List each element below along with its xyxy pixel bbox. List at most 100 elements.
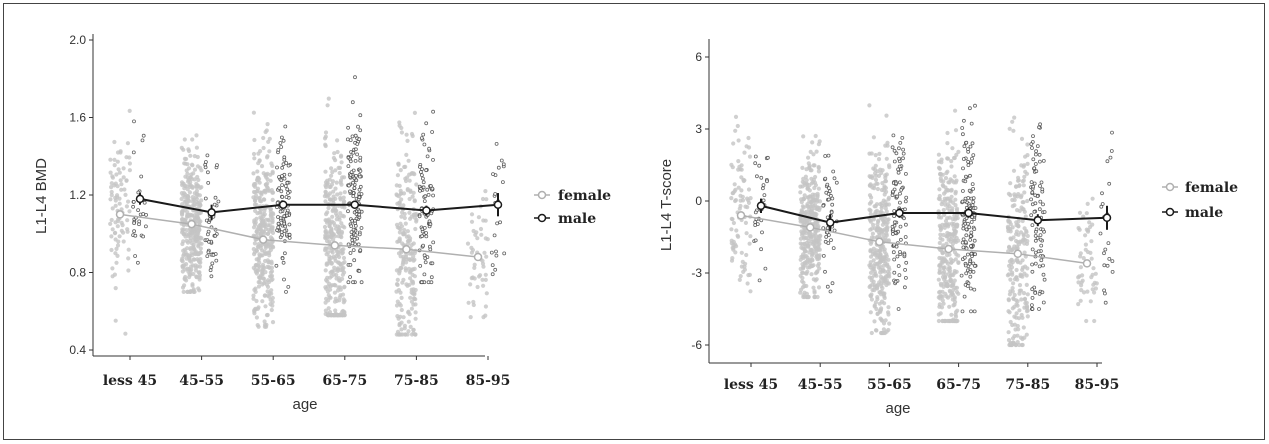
bmd-data-point-female xyxy=(330,250,335,255)
bmd-data-point-female xyxy=(254,216,259,221)
tscore-data-point-male xyxy=(963,263,968,268)
bmd-data-point-female xyxy=(412,274,417,279)
tscore-y-tick-label: -6 xyxy=(691,338,702,352)
bmd-data-point-male xyxy=(358,169,363,173)
bmd-data-point-female xyxy=(399,214,404,219)
bmd-data-point-male xyxy=(349,234,354,239)
tscore-data-point-female xyxy=(940,183,945,188)
tscore-data-point-female xyxy=(811,239,816,244)
bmd-data-point-male xyxy=(287,222,292,227)
tscore-data-point-female xyxy=(885,227,890,233)
tscore-data-point-female xyxy=(810,197,815,202)
tscore-data-point-female xyxy=(808,204,813,209)
bmd-data-point-female xyxy=(469,219,475,224)
bmd-data-point-male xyxy=(353,147,358,152)
bmd-data-point-male xyxy=(282,155,287,160)
bmd-data-point-male xyxy=(140,138,145,143)
bmd-data-point-female xyxy=(182,161,187,166)
tscore-data-point-male xyxy=(1110,130,1114,135)
bmd-data-point-female xyxy=(328,284,333,289)
bmd-data-point-female xyxy=(110,206,115,211)
bmd-data-point-female xyxy=(396,332,401,337)
tscore-data-point-male xyxy=(1106,241,1111,246)
tscore-data-point-male xyxy=(755,174,759,179)
tscore-data-point-female xyxy=(871,258,876,263)
bmd-data-point-female xyxy=(199,241,204,246)
tscore-data-point-female xyxy=(874,248,879,253)
tscore-data-point-female xyxy=(812,289,817,294)
tscore-data-point-female xyxy=(1076,280,1081,285)
bmd-data-point-female xyxy=(469,245,474,250)
bmd-data-point-female xyxy=(117,201,122,206)
tscore-data-point-female xyxy=(882,249,887,254)
bmd-data-point-female xyxy=(332,290,337,295)
bmd-data-point-female xyxy=(188,246,193,251)
bmd-data-point-female xyxy=(263,129,268,135)
bmd-data-point-male xyxy=(133,233,138,238)
bmd-data-point-female xyxy=(251,171,256,176)
bmd-data-point-female xyxy=(342,199,347,204)
tscore-data-point-male xyxy=(896,170,901,175)
tscore-data-point-male xyxy=(830,202,835,207)
bmd-data-point-female xyxy=(117,196,122,201)
tscore-data-point-female xyxy=(947,304,952,309)
bmd-data-point-male xyxy=(282,251,287,256)
tscore-data-point-male xyxy=(1041,202,1045,207)
tscore-data-point-female xyxy=(868,248,873,253)
bmd-data-point-female xyxy=(333,308,338,313)
bmd-data-point-female xyxy=(339,160,344,165)
bmd-data-point-male xyxy=(347,183,351,188)
bmd-data-point-male xyxy=(425,187,430,192)
bmd-data-point-male xyxy=(205,170,210,175)
bmd-data-point-female xyxy=(404,132,409,137)
bmd-data-point-female xyxy=(332,313,337,318)
bmd-data-point-female xyxy=(270,303,275,308)
bmd-mean-marker-male xyxy=(207,208,216,217)
tscore-data-point-male xyxy=(961,245,966,250)
bmd-data-point-female xyxy=(190,137,195,142)
bmd-data-point-female xyxy=(266,250,271,255)
bmd-data-point-female xyxy=(188,175,193,180)
bmd-data-point-female xyxy=(395,277,400,282)
tscore-data-point-female xyxy=(816,255,822,260)
tscore-y-tick-label: 3 xyxy=(695,122,702,136)
tscore-data-point-male xyxy=(821,253,826,258)
bmd-data-point-male xyxy=(356,124,360,129)
bmd-data-point-female xyxy=(256,151,261,156)
tscore-data-point-male xyxy=(1107,181,1112,186)
tscore-data-point-female xyxy=(1079,283,1084,288)
tscore-data-point-female xyxy=(872,269,877,274)
tscore-data-point-female xyxy=(734,228,739,233)
tscore-data-point-male xyxy=(1102,263,1107,268)
bmd-data-point-female xyxy=(256,196,261,201)
bmd-data-point-female xyxy=(259,164,265,169)
tscore-data-point-male xyxy=(753,161,758,166)
tscore-data-point-male xyxy=(1103,291,1107,296)
tscore-data-point-female xyxy=(735,233,740,238)
bmd-data-point-female xyxy=(183,195,188,200)
bmd-data-point-female xyxy=(338,211,343,216)
bmd-data-point-male xyxy=(132,221,137,226)
tscore-data-point-male xyxy=(891,232,895,236)
bmd-data-point-female xyxy=(397,230,402,235)
tscore-data-point-male xyxy=(898,191,902,196)
tscore-data-point-male xyxy=(1100,191,1104,196)
tscore-data-point-female xyxy=(806,155,811,160)
bmd-data-point-female xyxy=(118,178,123,183)
bmd-data-point-male xyxy=(348,138,353,143)
bmd-data-point-female xyxy=(405,241,411,246)
bmd-data-point-female xyxy=(329,166,334,171)
tscore-data-point-female xyxy=(1024,300,1029,305)
bmd-data-point-female xyxy=(252,309,257,314)
tscore-data-point-female xyxy=(885,143,890,148)
tscore-data-point-female xyxy=(1010,204,1015,209)
bmd-data-point-female xyxy=(118,149,123,154)
tscore-data-point-male xyxy=(1034,152,1038,157)
bmd-data-point-female xyxy=(405,229,410,234)
tscore-data-point-female xyxy=(944,241,949,246)
bmd-data-point-male xyxy=(358,248,363,253)
bmd-mean-marker-male xyxy=(278,200,288,209)
bmd-data-point-female xyxy=(269,265,275,270)
bmd-data-point-female xyxy=(413,302,418,307)
tscore-data-point-female xyxy=(802,193,807,198)
